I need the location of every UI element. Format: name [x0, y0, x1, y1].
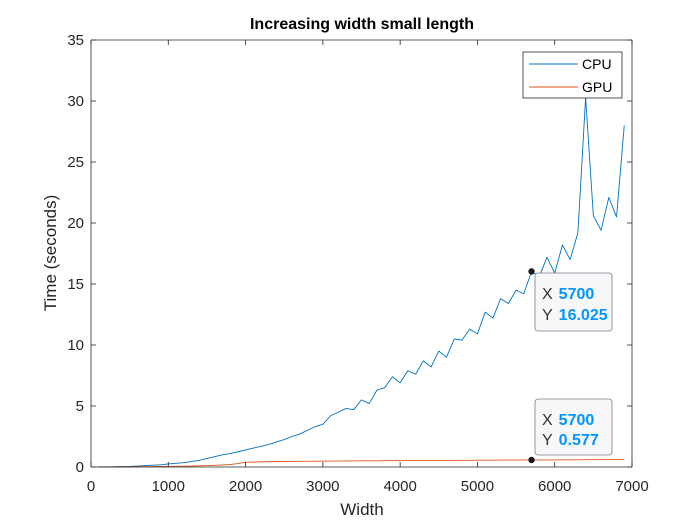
datatip-x-label: X: [542, 412, 553, 429]
y-tick-label: 35: [67, 32, 84, 49]
x-tick-label: 7000: [615, 478, 648, 495]
x-axis-label: Width: [340, 500, 383, 519]
x-tick-label: 5000: [461, 478, 494, 495]
datatip-marker[interactable]: [528, 268, 535, 275]
legend-label-gpu: GPU: [582, 79, 612, 95]
series-line-gpu: [98, 459, 625, 468]
datatip-x-label: X: [542, 286, 553, 303]
x-tick-label: 1000: [152, 478, 185, 495]
x-tick-label: 3000: [306, 478, 339, 495]
y-tick-label: 25: [67, 154, 84, 171]
x-tick-label: 4000: [383, 478, 416, 495]
y-tick-label: 30: [67, 93, 84, 110]
datatip-x-value: 5700: [559, 412, 595, 429]
y-tick-label: 20: [67, 215, 84, 232]
datatip-gpu[interactable]: X 5700 Y 0.577: [528, 398, 613, 464]
datatip-box: [534, 272, 613, 332]
svg-text:Y16.025: Y 16.025: [542, 307, 608, 324]
datatip-marker[interactable]: [528, 456, 535, 464]
x-tick-label: 6000: [538, 478, 571, 495]
y-tick-label: 15: [67, 276, 84, 293]
datatip-cpu[interactable]: X 5700 Y 16.025: [528, 268, 613, 332]
legend-box: [522, 51, 623, 99]
legend-label-cpu: CPU: [582, 56, 612, 72]
datatip-y-label: Y: [542, 432, 553, 449]
y-axis-label: Time (seconds): [41, 195, 60, 312]
legend: CPU GPU: [522, 51, 623, 99]
datatip-y-value: 16.025: [559, 307, 608, 324]
y-tick-label: 10: [67, 337, 84, 354]
datatip-x-value: 5700: [559, 286, 595, 303]
y-tick-label: 5: [76, 398, 84, 415]
y-tick-label: 0: [76, 459, 84, 476]
svg-text:Y0.577: Y 0.577: [542, 432, 599, 449]
x-tick-label: 2000: [229, 478, 262, 495]
axes-layer: 0 1000 2000 3000 4000 5000 6000 7000 0 5 10 15 20 25 3…: [67, 32, 648, 495]
chart-title: Increasing width small length: [250, 16, 474, 33]
x-tick-label: 0: [87, 478, 95, 495]
plot-area: [91, 40, 632, 467]
datatip-y-label: Y: [542, 307, 553, 324]
datatip-y-value: 0.577: [559, 432, 599, 449]
datatip-box: [534, 398, 613, 456]
